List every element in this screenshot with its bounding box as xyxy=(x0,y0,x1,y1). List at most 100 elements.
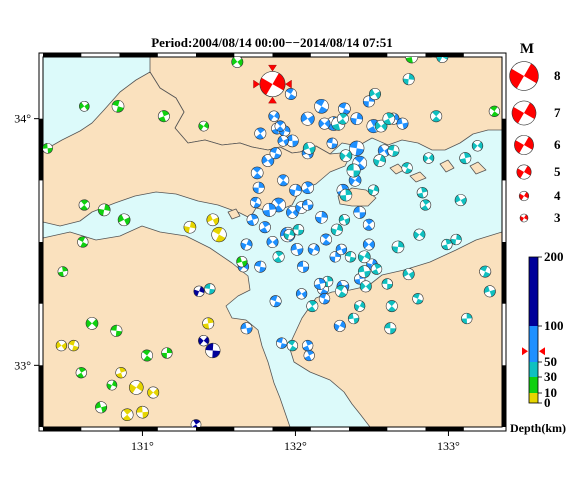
frame-bar-left xyxy=(39,242,43,304)
focal-mechanism xyxy=(357,250,371,264)
focal-mechanism xyxy=(459,152,472,165)
focal-mechanism-marks xyxy=(43,0,501,427)
focal-mechanism xyxy=(420,0,432,6)
focal-mechanism xyxy=(78,199,90,211)
focal-mechanism xyxy=(274,120,286,132)
focal-mechanism xyxy=(283,228,295,241)
focal-mechanism xyxy=(297,260,310,273)
focal-mechanism xyxy=(161,347,173,359)
focal-mechanism xyxy=(401,162,413,174)
focal-mechanism xyxy=(471,140,484,152)
focal-mechanism xyxy=(405,57,419,64)
focal-mechanism xyxy=(190,419,202,427)
focal-mechanism xyxy=(211,226,227,243)
focal-mechanism xyxy=(262,202,277,217)
depth-band xyxy=(529,393,538,403)
focal-mechanism xyxy=(295,288,308,300)
depth-label: 100 xyxy=(544,318,564,333)
focal-mechanism xyxy=(43,142,53,154)
frame-bar-bottom xyxy=(425,427,464,431)
focal-mechanism xyxy=(250,166,264,180)
focal-mechanism xyxy=(314,98,329,114)
focal-mechanism xyxy=(111,99,125,113)
main-event-mechanism xyxy=(259,71,286,98)
focal-mechanism xyxy=(346,163,361,178)
frame-bar-top xyxy=(196,53,235,57)
focal-mechanism xyxy=(302,141,316,155)
focal-mechanism xyxy=(128,380,144,395)
focal-mechanism xyxy=(269,295,282,308)
frame-bar-right xyxy=(502,365,506,427)
focal-mechanism xyxy=(440,13,454,27)
focal-mechanism xyxy=(204,283,216,295)
magnitude-legend-symbol xyxy=(511,100,537,126)
focal-mechanism xyxy=(205,342,221,359)
focal-mechanism xyxy=(335,284,348,298)
frame-bar-top xyxy=(272,53,311,57)
focal-mechanism xyxy=(206,213,220,227)
depth-band xyxy=(529,377,538,393)
lon-tick-label: 133° xyxy=(437,439,460,453)
focal-mechanism xyxy=(381,278,393,290)
focal-mechanism xyxy=(301,181,315,195)
focal-mechanism xyxy=(407,0,423,8)
focal-mechanism xyxy=(344,251,357,263)
lat-tick-label: 34° xyxy=(14,112,31,126)
focal-mechanism xyxy=(485,22,495,32)
focal-mechanism xyxy=(387,144,400,157)
frame-bar-top xyxy=(349,53,388,57)
frame-bar-bottom xyxy=(196,427,235,431)
depth-label: 50 xyxy=(544,354,557,369)
frame-bar-bottom xyxy=(119,427,158,431)
focal-mechanism xyxy=(335,243,348,256)
depth-scale-title: Depth(km) xyxy=(510,421,566,435)
magnitude-legend-label: 4 xyxy=(554,188,561,203)
depth-label: 0 xyxy=(544,395,551,410)
focal-mechanism xyxy=(339,188,353,202)
magnitude-legend-symbol xyxy=(518,190,530,202)
main-event-marker-bottom xyxy=(268,96,277,104)
focal-mechanism xyxy=(78,100,90,112)
focal-mechanism xyxy=(268,110,280,122)
focal-mechanism xyxy=(292,224,305,236)
focal-mechanism xyxy=(198,335,210,347)
focal-mechanism xyxy=(391,240,405,254)
focal-mechanism xyxy=(77,236,89,248)
focal-mechanism xyxy=(85,317,99,330)
focal-mechanism xyxy=(339,149,353,163)
focal-mechanism xyxy=(290,243,304,256)
focal-mechanism xyxy=(367,184,380,196)
focal-mechanism xyxy=(482,5,497,20)
depth-band xyxy=(529,257,538,326)
focal-mechanism xyxy=(336,112,349,125)
frame-bar-left xyxy=(39,365,43,427)
main-event-markers xyxy=(253,64,292,104)
lat-tick-label: 33° xyxy=(14,358,31,372)
frame-bar-left xyxy=(39,118,43,181)
focal-mechanism xyxy=(240,238,253,251)
focal-mechanism xyxy=(369,88,381,100)
focal-mechanism xyxy=(338,102,351,116)
focal-mechanism xyxy=(55,339,68,352)
focal-mechanism xyxy=(413,228,426,241)
focal-mechanism xyxy=(333,319,346,332)
focal-mechanism xyxy=(402,73,415,86)
focal-mechanism xyxy=(193,285,205,297)
focal-mechanism xyxy=(479,265,492,278)
focal-mechanism xyxy=(120,408,134,422)
focal-mechanism xyxy=(436,57,449,63)
map-panel: 131° 132° 133° 33° 34° xyxy=(14,0,507,453)
depth-band xyxy=(529,362,538,377)
focal-mechanism xyxy=(488,105,501,117)
focal-mechanism xyxy=(354,300,366,312)
focal-mechanism xyxy=(440,34,457,51)
magnitude-legend-label: 6 xyxy=(554,137,561,152)
focal-mechanism xyxy=(289,183,302,197)
focal-mechanism xyxy=(183,220,197,234)
magnitude-legend-symbol xyxy=(509,61,539,91)
period-title: Period:2004/08/14 00:00−−2014/08/14 07:5… xyxy=(151,35,393,50)
focal-mechanism xyxy=(110,324,123,337)
focal-mechanism xyxy=(57,266,69,277)
focal-mechanism xyxy=(307,243,320,256)
magnitude-legend-label: 8 xyxy=(554,68,561,83)
